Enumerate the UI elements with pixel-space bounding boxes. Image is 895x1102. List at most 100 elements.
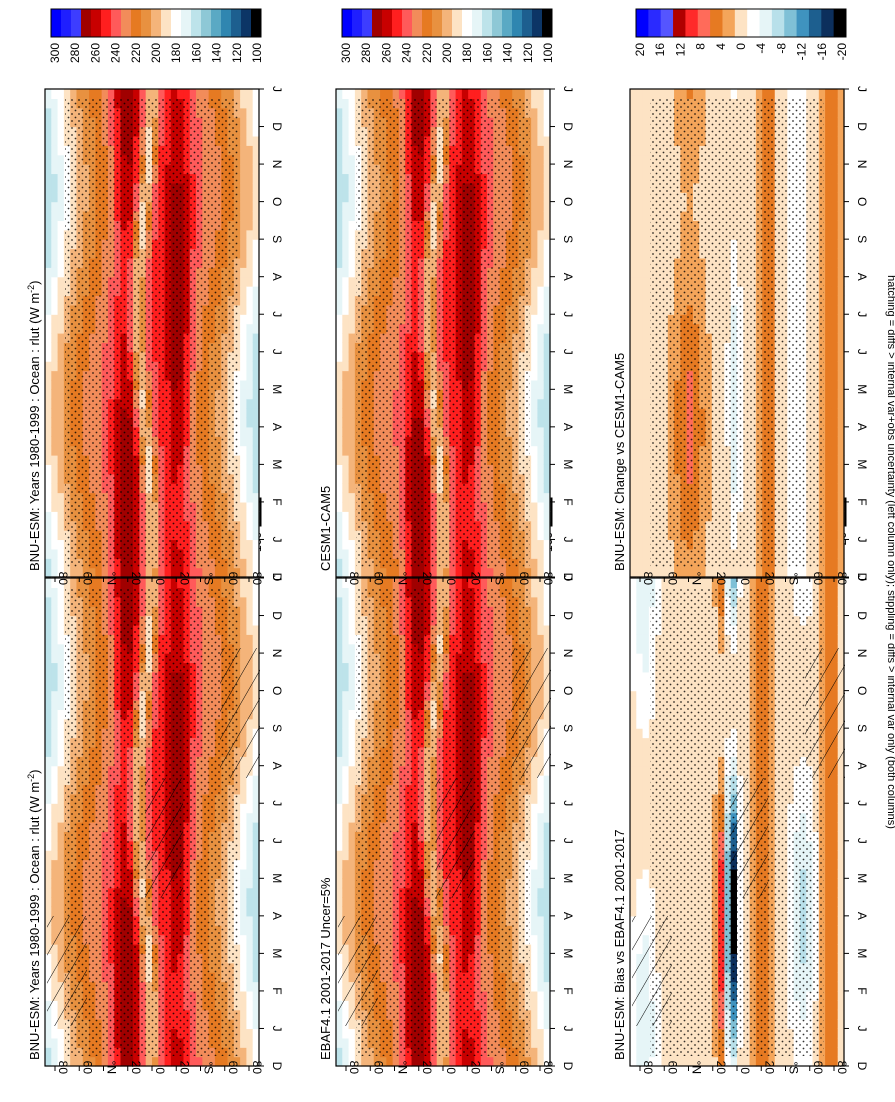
heatmap-cell (336, 662, 343, 673)
heatmap-cell (120, 1056, 128, 1067)
heatmap-cell (158, 578, 166, 588)
heatmap-cell (246, 944, 254, 954)
heatmap-cell (537, 634, 545, 645)
heatmap-cell (537, 953, 545, 964)
heatmap-cell (768, 1056, 776, 1067)
heatmap-cell (630, 784, 637, 795)
heatmap-cell (336, 1028, 343, 1039)
heatmap-cell (252, 596, 260, 607)
heatmap-cell (730, 578, 738, 588)
heatmap-cell (667, 1056, 675, 1067)
heatmap-cell (51, 718, 59, 729)
heatmap-cell (630, 887, 637, 898)
heatmap-cell (531, 925, 539, 936)
heatmap-cell (630, 906, 637, 917)
heatmap-cell (537, 850, 545, 861)
heatmap-cell (252, 868, 260, 879)
heatmap-cell (240, 793, 248, 804)
heatmap-cell (57, 1037, 65, 1048)
heatmap-cell (730, 1056, 738, 1067)
heatmap-cell (499, 1056, 507, 1067)
heatmap-cell (636, 681, 644, 692)
heatmap-cell (45, 643, 52, 654)
heatmap-cell (342, 746, 350, 757)
heatmap-cell (342, 578, 350, 588)
heatmap-cell (114, 1056, 122, 1067)
heatmap-cell (246, 615, 254, 626)
heatmap-cell (51, 793, 59, 804)
heatmap-cell (537, 822, 545, 832)
heatmap-cell (336, 606, 343, 617)
heatmap-cell (45, 615, 52, 626)
heatmap-cell (240, 784, 248, 795)
heatmap-cell (189, 1056, 197, 1067)
heatmap-cell (51, 906, 59, 917)
heatmap-cell (531, 831, 539, 842)
heatmap-cell (45, 728, 52, 739)
heatmap-cell (336, 868, 343, 879)
heatmap-cell (543, 897, 551, 908)
heatmap-cell (348, 643, 356, 654)
heatmap-cell (336, 634, 343, 645)
heatmap-cell (45, 1028, 52, 1039)
heatmap-cell (252, 1019, 260, 1030)
heatmap-cell (699, 578, 707, 588)
heatmap-cell (51, 831, 59, 842)
heatmap-cell (755, 578, 763, 588)
hatching-overlay (47, 916, 87, 1026)
heatmap-cell (252, 944, 260, 954)
heatmap-cell (202, 578, 210, 588)
heatmap-cell (642, 765, 650, 776)
heatmap-cell (348, 624, 356, 635)
heatmap-cell (348, 606, 356, 617)
heatmap-cell (524, 578, 532, 588)
heatmap-cell (252, 887, 260, 898)
x-tick-label: M (270, 948, 284, 958)
heatmap-cell (342, 784, 350, 795)
heatmap-cell (51, 596, 59, 607)
heatmap-cell (51, 578, 59, 588)
heatmap-cell (348, 793, 356, 804)
heatmap-cell (51, 653, 59, 664)
heatmap-cell (51, 784, 59, 795)
heatmap-cell (531, 822, 539, 832)
heatmap-cell (636, 709, 644, 720)
heatmap-cell (342, 812, 350, 823)
heatmap-cell (57, 812, 65, 823)
heatmap-cell (227, 1056, 235, 1067)
heatmap-cell (705, 578, 713, 588)
heatmap-cell (252, 990, 260, 1001)
heatmap-cell (543, 634, 551, 645)
heatmap-cell (630, 1056, 637, 1067)
heatmap-cell (246, 624, 254, 635)
heatmap-cell (57, 746, 65, 757)
heatmap-cell (342, 737, 350, 748)
x-tick-label: J (270, 800, 284, 806)
heatmap-cell (348, 859, 356, 870)
heatmap-cell (246, 812, 254, 823)
heatmap-cell (636, 1056, 644, 1067)
heatmap-cell (57, 728, 65, 739)
heatmap-cell (252, 850, 260, 861)
heatmap-cell (57, 906, 65, 917)
heatmap-cell (474, 578, 482, 588)
heatmap-cell (648, 578, 656, 588)
heatmap-cell (246, 606, 254, 617)
heatmap-cell (630, 653, 637, 664)
heatmap-cell (45, 803, 52, 814)
heatmap-cell (636, 606, 644, 617)
heatmap-cell (252, 840, 260, 851)
x-tick-label: J (561, 575, 575, 581)
heatmap-cell (636, 822, 644, 832)
heatmap-cell (398, 1056, 406, 1067)
heatmap-cell (51, 765, 59, 776)
heatmap-cell (642, 624, 650, 635)
heatmap-cell (342, 765, 350, 776)
heatmap-cell (45, 624, 52, 635)
heatmap-cell (336, 775, 343, 786)
heatmap-cell (531, 887, 539, 898)
heatmap-cell (348, 578, 356, 588)
heatmap-cell (336, 812, 343, 823)
y-tick-label: 80 (56, 1061, 70, 1075)
heatmap-cell (51, 887, 59, 898)
